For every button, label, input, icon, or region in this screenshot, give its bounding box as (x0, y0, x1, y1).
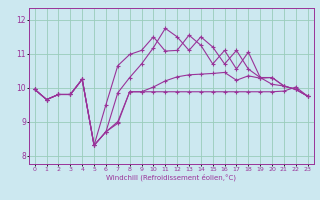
X-axis label: Windchill (Refroidissement éolien,°C): Windchill (Refroidissement éolien,°C) (106, 173, 236, 181)
